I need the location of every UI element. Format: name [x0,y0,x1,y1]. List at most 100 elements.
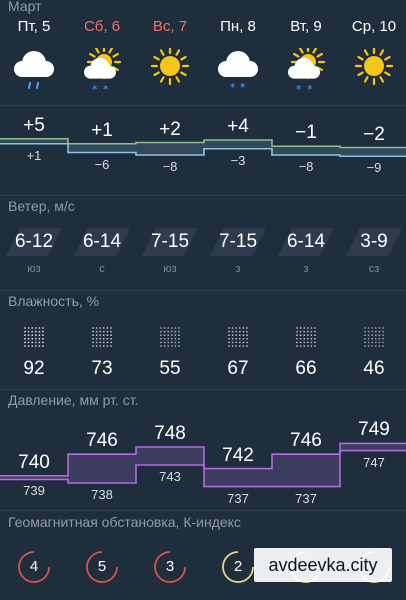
wind-direction: з [235,263,241,275]
day-label: Пт, 5 [17,18,51,35]
temperature-band [340,147,406,157]
day-label: Пн, 8 [220,18,256,35]
month-label: Март [8,0,42,14]
pressure-day-value: 749 [358,419,390,441]
k-index-ring-icon [86,551,118,583]
humidity-value: 92 [23,358,45,379]
wind-speed: 6-14 [82,231,122,252]
humidity-dots-icon [160,327,180,347]
wind-direction: юз [163,263,177,275]
temp-night-value: −3 [230,152,246,168]
pressure-chart [0,442,406,488]
temp-night-value: +1 [26,147,42,163]
wind-direction-icon [6,228,62,256]
humidity-dots-icon [296,327,316,347]
pressure-night-value: 737 [227,490,249,506]
wind-direction: сз [368,263,380,275]
pressure-day-line [0,442,406,477]
k-index-ring-icon [154,551,186,583]
k-index-value: 4 [29,558,39,575]
cloud-snow-icon: * * [204,48,272,96]
pressure-night-value: 738 [91,487,113,502]
k-index-value: 2 [233,558,243,575]
temp-day-value: −2 [363,123,385,145]
pressure-band [204,468,272,487]
wind-direction: з [303,263,309,275]
k-index-ring-icon [222,551,254,583]
temperature-band [0,138,68,144]
pressure-day-value: 740 [18,451,50,473]
pressure-night-value: 737 [295,490,317,506]
wind-speed: 7-15 [150,231,190,252]
pressure-day-value: 748 [154,423,186,444]
pressure-band [68,454,136,483]
geomagnetic-title: Геомагнитная обстановка, К-индекс [8,514,241,530]
partly-cloudy-snow-icon: * * [272,48,340,96]
svg-text:*: * [307,83,313,96]
k-index-value: 5 [97,558,107,575]
temperature-band [272,146,340,155]
temperature-band [136,142,204,155]
divider [0,195,406,196]
temperature-chart [0,137,406,158]
temperature-day-line [0,137,406,149]
svg-text:*: * [92,83,98,96]
temp-day-value: +5 [23,114,45,136]
temp-night-value: −9 [366,160,382,176]
pressure-day-value: 746 [86,430,118,452]
wind-direction-icon [210,228,266,256]
divider [0,389,406,390]
divider [0,105,406,106]
wind-direction: юз [27,263,41,275]
pressure-band [136,447,204,465]
humidity-dots-icon [92,327,112,347]
day-label: Ср, 10 [351,18,397,35]
wind-speed: 3-9 [360,231,388,252]
temp-night-value: −6 [94,156,110,172]
pressure-night-value: 747 [363,454,385,470]
svg-text:*: * [240,81,246,94]
wind-speed: 6-12 [14,231,54,252]
pressure-band [0,475,68,480]
k-index-value: 3 [165,558,175,575]
humidity-value: 55 [159,358,181,379]
partly-cloudy-snow-icon: * * [68,48,136,96]
sun-icon [340,48,406,96]
humidity-value: 67 [227,358,249,379]
wind-direction-icon [74,228,130,256]
humidity-dots-icon [228,327,248,347]
wind-direction-icon [346,228,402,256]
day-label: Сб, 6 [83,18,121,35]
pressure-night-value: 743 [159,469,181,484]
wind-title: Ветер, м/с [8,198,75,214]
pressure-band [272,454,340,487]
temperature-night-line [0,142,406,158]
divider [0,510,406,511]
divider [0,290,406,291]
cloud-rain-icon [0,48,68,96]
humidity-value: 66 [295,358,317,379]
pressure-day-value: 746 [290,430,322,452]
day-label: Вт, 9 [290,18,322,35]
wind-direction-icon [278,228,334,256]
watermark: avdeevka.city [254,548,392,582]
wind-direction: с [99,263,105,275]
svg-text:*: * [230,81,236,94]
temperature-band [204,140,272,149]
humidity-dots-icon [24,327,44,347]
pressure-title: Давление, мм рт. ст. [8,392,139,408]
wind-speed: 6-14 [286,231,326,252]
humidity-value: 73 [91,358,113,379]
sun-icon [136,48,204,96]
pressure-band [340,443,406,451]
temperature-band [68,143,136,153]
day-label: Вс, 7 [152,18,188,35]
temp-day-value: −1 [295,122,317,144]
svg-text:*: * [296,83,302,96]
humidity-value: 46 [363,358,385,379]
k-index-ring-icon [18,551,50,583]
temp-day-value: +1 [91,119,113,141]
temp-day-value: +4 [227,116,249,137]
wind-direction-icon [142,228,198,256]
temp-night-value: −8 [162,159,178,174]
